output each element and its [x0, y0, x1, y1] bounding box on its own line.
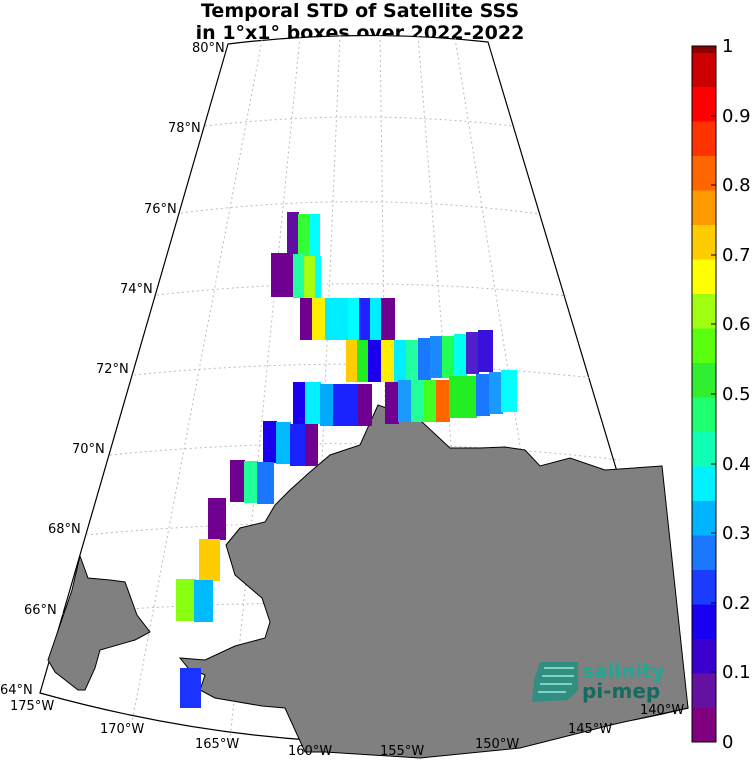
cell [368, 340, 381, 382]
cell [194, 580, 213, 622]
cell [348, 298, 360, 340]
cell [325, 298, 349, 340]
cell [357, 340, 369, 382]
colorbar-tick-0.2: 0.2 [722, 593, 751, 614]
cell [271, 253, 295, 297]
cell [454, 334, 467, 376]
salinity-pi-mep-logo: salinity pi-mep [532, 659, 665, 703]
cell [305, 382, 321, 424]
cell [406, 340, 419, 382]
colorbar-tick-0: 0 [722, 732, 733, 753]
lon-label-145w: 145°W [568, 722, 612, 737]
cell [478, 330, 493, 372]
cell [333, 384, 359, 426]
cell [315, 256, 321, 300]
lon-label-155w: 155°W [380, 744, 424, 759]
colorbar-tick-0.7: 0.7 [722, 245, 751, 266]
cell [476, 374, 490, 416]
latitude-labels: 80°N 78°N 76°N 74°N 72°N 70°N 68°N 66°N … [0, 41, 225, 698]
cell [293, 254, 305, 298]
cell [381, 340, 394, 382]
cell [424, 380, 437, 422]
cell [436, 380, 450, 422]
lat-label-66: 66°N [24, 603, 57, 618]
lon-label-140w: 140°W [640, 703, 684, 718]
colorbar-tick-0.1: 0.1 [722, 662, 751, 683]
cell [312, 298, 326, 340]
colorbar: 0 0.1 0.2 0.3 0.4 0.5 0.6 0.7 0.8 0.9 1 [691, 36, 751, 753]
cell [442, 336, 455, 378]
lon-label-175w: 175°W [10, 699, 54, 714]
cell [298, 214, 310, 256]
cell [501, 370, 517, 412]
cell [358, 384, 372, 426]
longitude-labels: 175°W 170°W 165°W 160°W 155°W 150°W 145°… [10, 699, 684, 759]
colorbar-tick-0.8: 0.8 [722, 175, 751, 196]
lat-label-68: 68°N [48, 522, 81, 537]
colorbar-tick-0.9: 0.9 [722, 106, 751, 127]
cell [430, 336, 443, 378]
cell [411, 380, 425, 422]
chukotka-landmass [47, 554, 151, 691]
lat-label-64: 64°N [0, 683, 33, 698]
cell [370, 298, 382, 340]
cell [263, 421, 277, 463]
cell [394, 340, 407, 382]
lat-label-72: 72°N [96, 362, 129, 377]
lat-label-78: 78°N [168, 121, 201, 136]
cell [398, 380, 412, 422]
cell [309, 214, 320, 256]
title-line-1: Temporal STD of Satellite SSS [201, 0, 519, 22]
cell [199, 539, 220, 581]
cell [230, 460, 245, 502]
cell [304, 256, 316, 300]
logo-line-1: salinity [582, 659, 665, 683]
cell [320, 384, 334, 426]
colorbar-tick-0.6: 0.6 [722, 314, 751, 335]
cell [208, 498, 226, 540]
cell [293, 382, 306, 424]
cell [290, 424, 306, 466]
lon-label-160w: 160°W [288, 744, 332, 759]
colorbar-tick-0.5: 0.5 [722, 384, 751, 405]
colorbar-tick-0.3: 0.3 [722, 523, 751, 544]
lat-label-70: 70°N [72, 442, 105, 457]
sss-std-cells [176, 212, 517, 708]
cell [449, 376, 477, 418]
colorbar-tick-1: 1 [722, 36, 733, 57]
cell [346, 340, 358, 382]
lon-label-170w: 170°W [100, 722, 144, 737]
colorbar-tick-0.4: 0.4 [722, 454, 751, 475]
cell [300, 298, 313, 340]
cell [381, 298, 395, 340]
lat-label-74: 74°N [120, 282, 153, 297]
cell [287, 212, 299, 254]
cell [385, 382, 399, 424]
lat-label-76: 76°N [144, 202, 177, 217]
cell [418, 338, 431, 380]
lat-label-80: 80°N [192, 41, 225, 56]
cell [305, 424, 318, 466]
logo-line-2: pi-mep [582, 679, 660, 703]
lon-label-150w: 150°W [475, 737, 519, 752]
cell [176, 579, 196, 621]
cell [359, 298, 371, 340]
lon-label-165w: 165°W [195, 737, 239, 752]
cell [180, 668, 201, 708]
cell [257, 462, 274, 504]
cell [276, 422, 291, 464]
cell [489, 372, 503, 414]
cell [244, 461, 258, 503]
cell [466, 332, 479, 374]
